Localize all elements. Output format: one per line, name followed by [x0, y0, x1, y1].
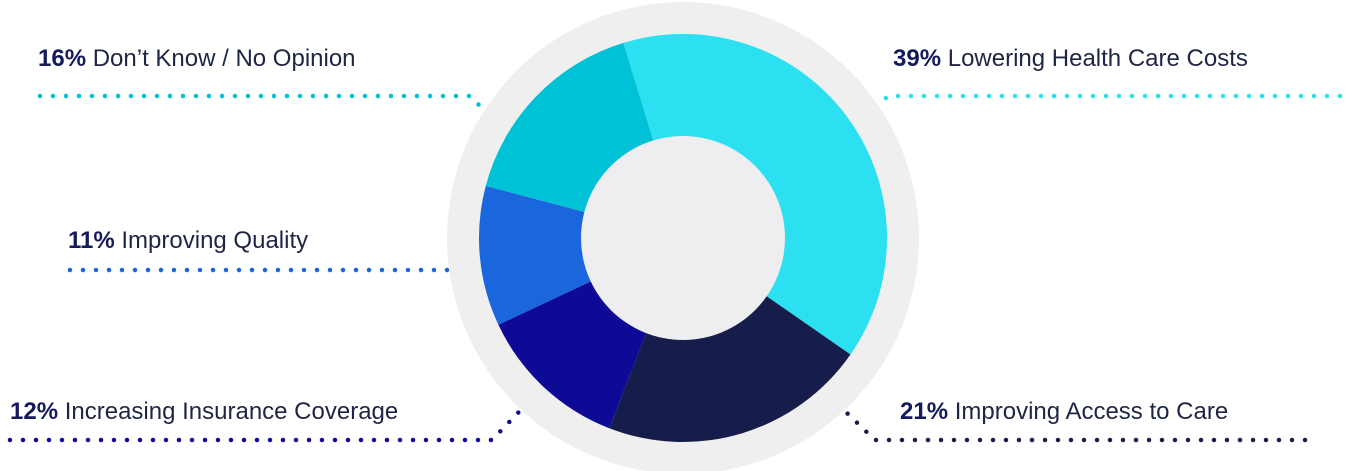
leader-insurance-coverage: [7, 389, 541, 443]
donut-hole: [581, 136, 785, 340]
label-dont-know-text: Don’t Know / No Opinion: [92, 45, 356, 72]
label-insurance-coverage-percent: 12%: [10, 398, 59, 425]
label-access-to-care-percent: 21%: [900, 398, 949, 425]
label-improving-quality-text: Improving Quality: [121, 227, 309, 254]
label-access-to-care-text: Improving Access to Care: [954, 398, 1229, 425]
leader-dont-know: [37, 93, 505, 131]
label-insurance-coverage: 12% Increasing Insurance Coverage: [10, 397, 398, 427]
label-insurance-coverage-text: Increasing Insurance Coverage: [64, 398, 399, 425]
label-lowering-costs-percent: 39%: [893, 45, 942, 72]
label-improving-quality: 11% Improving Quality: [68, 226, 308, 256]
label-access-to-care: 21% Improving Access to Care: [900, 397, 1228, 427]
label-lowering-costs: 39% Lowering Health Care Costs: [893, 44, 1248, 74]
leader-access-to-care: [822, 389, 1308, 443]
label-dont-know: 16% Don’t Know / No Opinion: [38, 44, 356, 74]
label-improving-quality-percent: 11%: [68, 227, 115, 254]
slice-improving-quality: [478, 185, 683, 325]
label-lowering-costs-text: Lowering Health Care Costs: [947, 45, 1248, 72]
leader-lowering-costs: [852, 93, 1343, 131]
label-dont-know-percent: 16%: [38, 45, 87, 72]
